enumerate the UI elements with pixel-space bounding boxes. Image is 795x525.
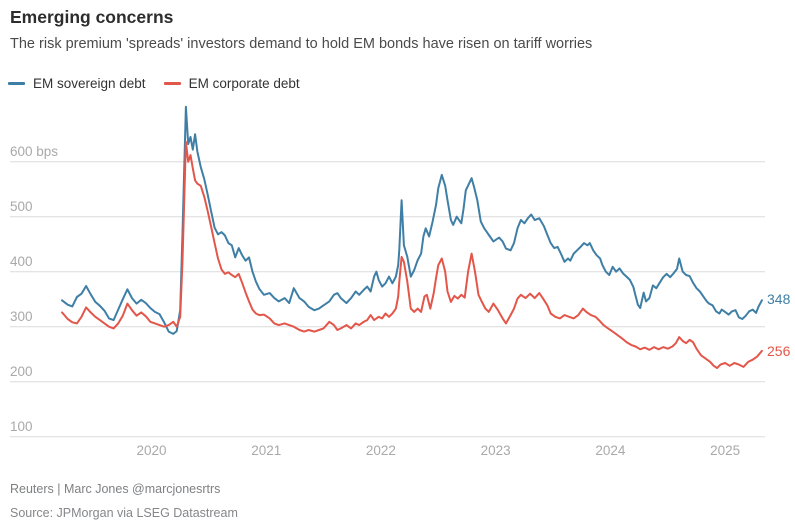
legend-label-sovereign: EM sovereign debt — [33, 76, 146, 91]
y-axis-tick-label: 600 bps — [10, 144, 59, 160]
sovereign-line — [61, 105, 763, 335]
page-title: Emerging concerns — [10, 7, 174, 27]
legend-item-corporate: EM corporate debt — [163, 76, 300, 91]
legend-label-corporate: EM corporate debt — [188, 76, 300, 91]
footer-source: Source: JPMorgan via LSEG Datastream — [10, 506, 238, 520]
x-axis-tick-label: 2024 — [595, 443, 626, 458]
corporate-line-swatch-icon — [163, 82, 181, 85]
footer-credit: Reuters | Marc Jones @marcjonesrtrs — [10, 482, 221, 496]
y-axis-tick-label: 100 — [10, 419, 33, 435]
x-axis-tick-label: 2023 — [480, 443, 511, 458]
chart-subtitle: The risk premium 'spreads' investors dem… — [10, 36, 593, 52]
x-axis-tick-label: 2025 — [710, 443, 741, 458]
x-axis-tick-label: 2021 — [251, 443, 282, 458]
corporate-line — [61, 140, 763, 369]
legend: EM sovereign debt EM corporate debt — [8, 76, 300, 91]
y-axis-tick-label: 500 — [10, 199, 33, 215]
y-axis-tick-label: 300 — [10, 309, 33, 325]
gridlines — [10, 161, 765, 438]
y-axis-tick-label: 400 — [10, 254, 33, 270]
sovereign-line-swatch-icon — [8, 82, 25, 85]
y-axis-tick-label: 200 — [10, 364, 33, 380]
series-lines — [61, 105, 763, 369]
corporate-end-label: 256 — [767, 343, 791, 359]
x-axis-tick-label: 2020 — [136, 443, 167, 458]
x-axis-tick-label: 2022 — [365, 443, 396, 458]
sovereign-end-label: 348 — [767, 291, 791, 307]
legend-item-sovereign: EM sovereign debt — [8, 76, 146, 91]
